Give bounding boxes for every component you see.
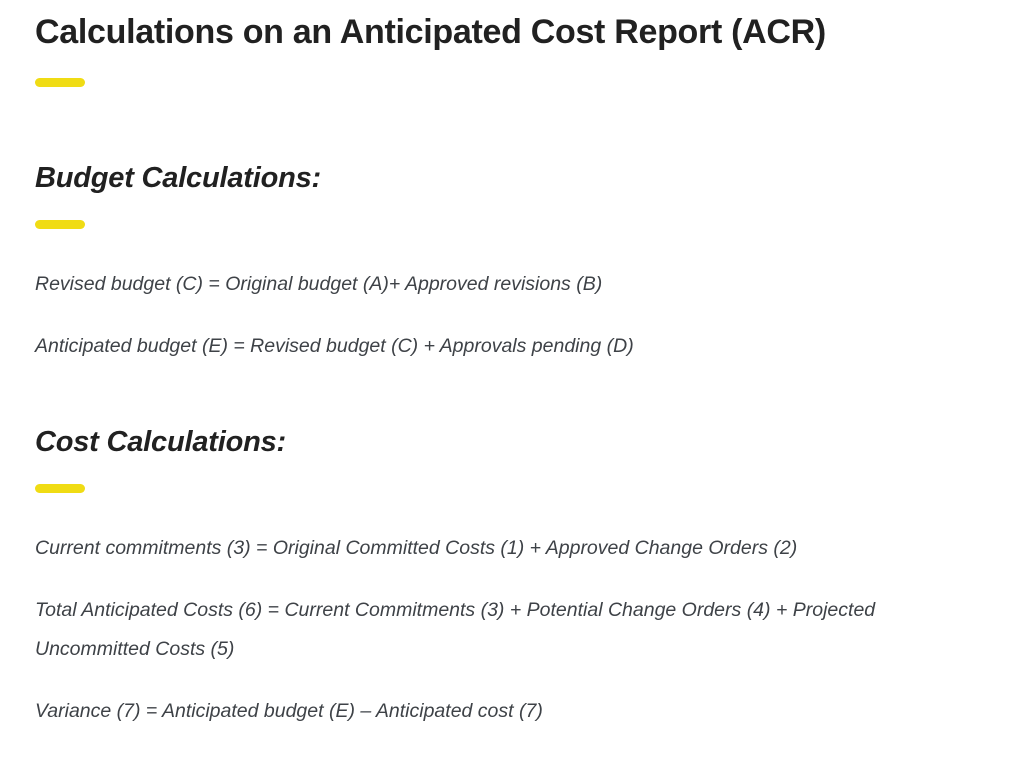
section-cost-calculations: Cost Calculations: Current commitments (… bbox=[35, 424, 989, 731]
formula-revised-budget: Revised budget (C) = Original budget (A)… bbox=[35, 273, 603, 295]
formula-total-anticipated-costs: Total Anticipated Costs (6) = Current Co… bbox=[35, 599, 876, 660]
formula-anticipated-budget: Anticipated budget (E) = Revised budget … bbox=[35, 335, 634, 357]
accent-divider bbox=[35, 78, 85, 87]
section-budget-calculations: Budget Calculations: Revised budget (C) … bbox=[35, 160, 989, 366]
article-content: Calculations on an Anticipated Cost Repo… bbox=[0, 10, 1024, 731]
formula-variance: Variance (7) = Anticipated budget (E) – … bbox=[35, 700, 543, 722]
formula-current-commitments: Current commitments (3) = Original Commi… bbox=[35, 537, 798, 559]
accent-divider bbox=[35, 484, 85, 493]
budget-calculations-heading: Budget Calculations: bbox=[35, 162, 322, 194]
accent-divider bbox=[35, 220, 85, 229]
cost-calculations-heading: Cost Calculations: bbox=[35, 426, 286, 458]
page-title: Calculations on an Anticipated Cost Repo… bbox=[35, 13, 826, 51]
